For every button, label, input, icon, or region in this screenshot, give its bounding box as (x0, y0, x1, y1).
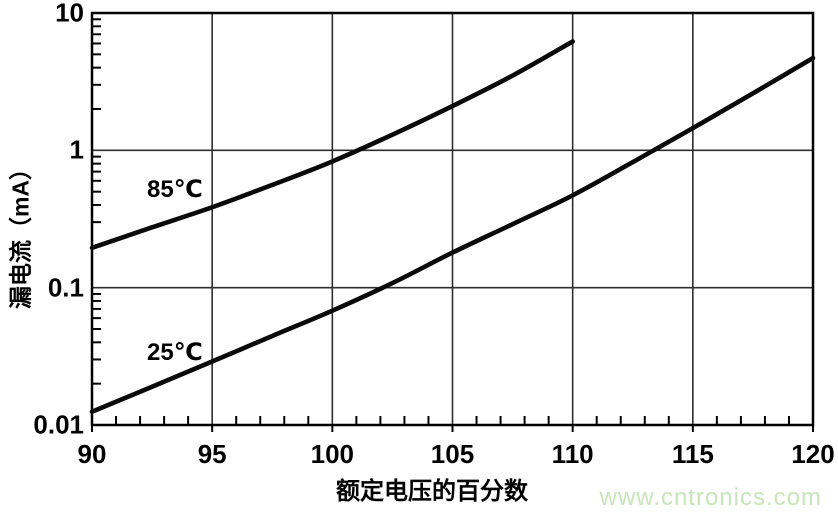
y-tick-label: 0.01 (33, 409, 84, 440)
y-tick-label: 10 (55, 0, 84, 28)
x-axis-title: 额定电压的百分数 (336, 478, 528, 505)
y-tick-label: 0.1 (47, 272, 84, 303)
x-tick-label: 100 (310, 439, 355, 469)
y-tick-label: 1 (69, 134, 84, 165)
curve-25c (89, 55, 816, 414)
x-tick-label: 110 (551, 439, 594, 469)
watermark: www.cntronics.com (599, 484, 822, 511)
x-tick-label: 95 (197, 439, 227, 469)
curve-label-25c: 25℃ (147, 339, 203, 366)
curve-85c (89, 39, 575, 251)
x-tick-label: 105 (430, 439, 475, 469)
x-tick-label: 90 (77, 439, 107, 469)
plot-frame (90, 11, 815, 427)
curve-label-85c: 85℃ (147, 176, 203, 203)
x-tick-label: 115 (671, 439, 714, 469)
x-tick-label: 120 (791, 439, 835, 469)
